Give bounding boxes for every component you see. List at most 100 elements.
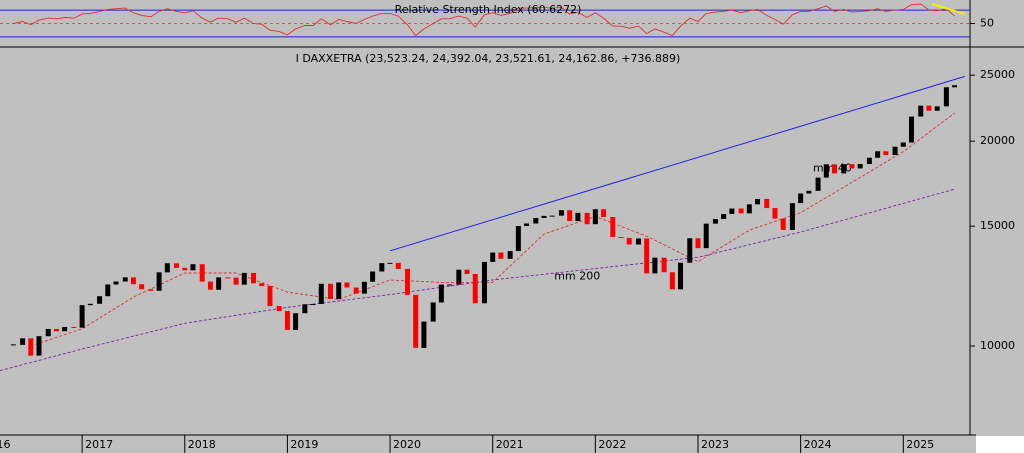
candle <box>293 313 299 330</box>
trendline <box>389 75 966 252</box>
candle <box>695 238 701 249</box>
candle <box>182 267 188 271</box>
candle <box>53 328 59 332</box>
candle <box>267 286 273 307</box>
candle <box>755 198 761 205</box>
candle <box>36 336 42 356</box>
candle <box>199 264 205 282</box>
candle <box>430 302 436 322</box>
candle <box>918 105 924 117</box>
rsi-line <box>13 3 955 37</box>
candle <box>575 212 581 222</box>
candle <box>703 223 709 249</box>
candle <box>515 225 521 252</box>
series-label: mm 200 <box>554 269 600 282</box>
candle <box>318 283 324 305</box>
candle <box>421 321 427 348</box>
candle <box>926 105 932 111</box>
candle <box>148 289 154 291</box>
candle <box>772 208 778 219</box>
x-tick-label: 2016 <box>0 438 10 451</box>
candle <box>541 215 547 218</box>
candle <box>661 257 667 273</box>
y-tick-label: 10000 <box>980 339 1015 352</box>
candle <box>370 271 376 282</box>
y-tick-label: 50 <box>980 17 994 30</box>
candle <box>130 277 136 285</box>
candle <box>395 262 401 269</box>
x-tick-label: 2020 <box>393 438 421 451</box>
candle <box>806 190 812 194</box>
candle <box>344 282 350 288</box>
candle <box>310 304 316 306</box>
candle <box>592 209 598 225</box>
candle <box>866 157 872 165</box>
candle <box>190 264 196 271</box>
candle <box>71 326 77 328</box>
candle <box>832 164 838 174</box>
candle <box>387 262 393 264</box>
x-tick-label: 2019 <box>290 438 318 451</box>
candle <box>156 272 162 291</box>
candle <box>113 281 119 285</box>
candle <box>481 261 487 304</box>
candle <box>79 305 85 328</box>
candle <box>336 282 342 299</box>
candle <box>174 263 180 268</box>
candle <box>857 164 863 169</box>
candle <box>456 269 462 285</box>
candle <box>122 277 128 282</box>
candle <box>908 116 914 143</box>
candle <box>524 223 530 226</box>
candle <box>943 87 949 107</box>
candle <box>62 326 68 332</box>
candle <box>738 208 744 214</box>
candle <box>823 164 829 178</box>
candle <box>284 311 290 330</box>
x-tick-label: 2024 <box>804 438 832 451</box>
x-tick-label: 2018 <box>188 438 216 451</box>
candle <box>251 272 257 284</box>
candle <box>900 142 906 147</box>
candle <box>216 277 222 290</box>
candle <box>952 85 958 88</box>
candle <box>276 306 282 312</box>
candle <box>97 296 103 304</box>
candle <box>618 236 624 238</box>
candle <box>490 252 496 262</box>
candle <box>712 219 718 224</box>
candle <box>780 218 786 230</box>
candle <box>635 238 641 245</box>
candle <box>789 203 795 230</box>
candle <box>447 284 453 286</box>
x-tick-label: 2017 <box>85 438 113 451</box>
candle <box>361 281 367 294</box>
candle <box>678 262 684 290</box>
candle <box>721 214 727 220</box>
candle <box>849 164 855 169</box>
candle <box>20 338 26 345</box>
x-tick-label: 2021 <box>496 438 524 451</box>
price-title: I DAXXETRA (23,523.24, 24,392.04, 23,521… <box>296 52 681 65</box>
candle <box>558 210 564 216</box>
x-tick-label: 2023 <box>701 438 729 451</box>
y-tick-label: 20000 <box>980 134 1015 147</box>
moving-average <box>30 112 955 347</box>
candle <box>405 268 411 295</box>
candle <box>567 210 573 222</box>
candle <box>498 252 504 259</box>
candle <box>610 217 616 237</box>
candle <box>164 263 170 273</box>
candle <box>87 303 93 306</box>
candle <box>225 277 231 279</box>
candle <box>644 238 650 274</box>
candle <box>875 151 881 158</box>
candle <box>798 193 804 204</box>
x-tick-label: 2025 <box>906 438 934 451</box>
candle <box>841 164 847 174</box>
candle <box>533 217 539 224</box>
candle <box>934 106 940 111</box>
